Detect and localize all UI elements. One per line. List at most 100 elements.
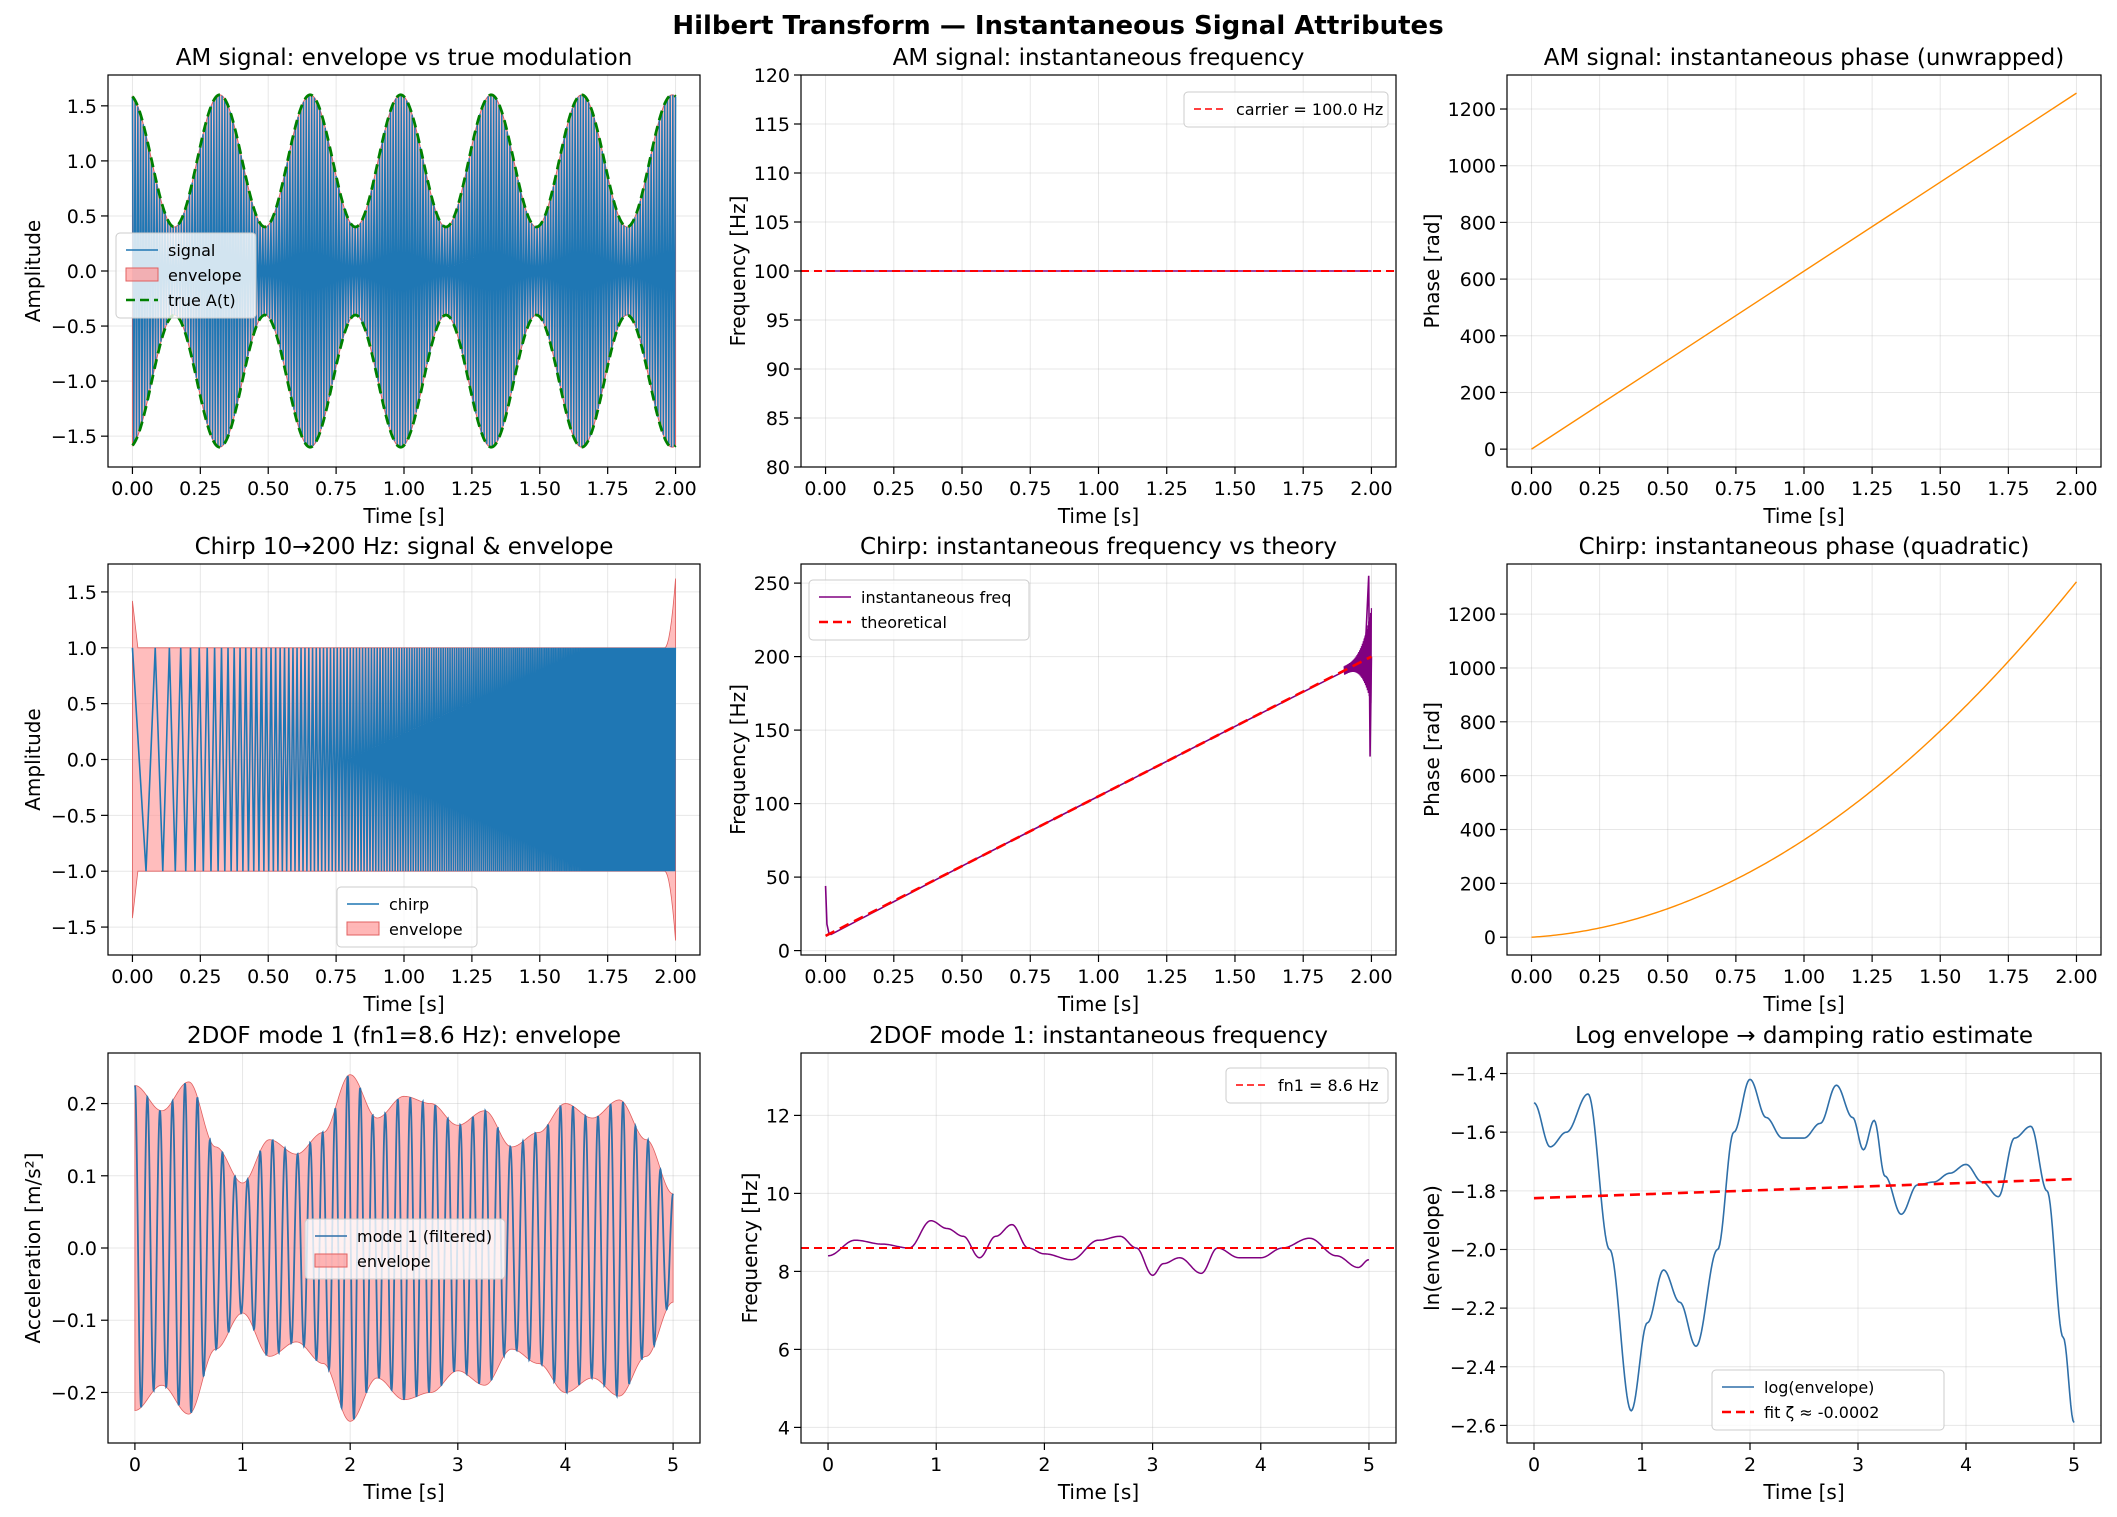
x-axis-label: Time [s] — [362, 1480, 444, 1504]
plot-area — [824, 575, 1373, 938]
y-axis-label: Frequency [Hz] — [726, 684, 750, 835]
panel-title: AM signal: instantaneous frequency — [893, 45, 1305, 71]
y-tick-label: 1.0 — [67, 638, 97, 660]
y-tick-label: 600 — [1460, 269, 1496, 291]
x-tick-label: 2.00 — [654, 478, 696, 500]
x-axis-label: Time [s] — [1762, 504, 1844, 528]
y-tick-label: −0.1 — [51, 1310, 97, 1332]
y-tick-label: 100 — [754, 261, 790, 283]
x-tick-label: 0.00 — [1510, 966, 1552, 988]
y-tick-label: 800 — [1460, 712, 1496, 734]
y-tick-label: 200 — [1460, 873, 1496, 895]
x-tick-label: 0.50 — [247, 966, 289, 988]
y-tick-label: −0.5 — [51, 316, 97, 338]
x-tick-label: 1.25 — [1851, 966, 1893, 988]
x-tick-label: 5 — [667, 1454, 679, 1476]
plot-area — [131, 93, 677, 449]
y-tick-label: 1000 — [1448, 156, 1496, 178]
x-tick-label: 2.00 — [1350, 966, 1392, 988]
panel-title: Log envelope → damping ratio estimate — [1575, 1023, 2033, 1049]
plot-area — [1531, 92, 2077, 450]
x-tick-label: 0 — [129, 1454, 141, 1476]
x-tick-label: 1.75 — [1282, 478, 1324, 500]
legend-box — [115, 232, 257, 319]
panel-am_env: 0.00 0.25 0.50 0.75 1.00 1.25 1.50 1.75 2.00 −1.5… — [21, 45, 701, 528]
panel-title: AM signal: instantaneous phase (unwrappe… — [1544, 45, 2065, 71]
x-tick-label: 2.00 — [1350, 478, 1392, 500]
y-tick-label: −1.0 — [51, 861, 97, 883]
y-tick-label: 0.5 — [67, 206, 97, 228]
y-tick-label: 1000 — [1448, 658, 1496, 680]
y-tick-label: 0.0 — [67, 261, 97, 283]
x-tick-label: 1.50 — [519, 478, 561, 500]
x-tick-label: 1.50 — [1919, 478, 1961, 500]
y-tick-label: −0.2 — [51, 1382, 97, 1404]
plot-area — [1531, 581, 2078, 938]
x-tick-label: 5 — [1363, 1454, 1375, 1476]
plot-area — [1533, 1078, 2075, 1423]
y-tick-label: −2.4 — [1450, 1357, 1496, 1379]
x-tick-label: 0.50 — [941, 966, 983, 988]
x-axis-label: Time [s] — [362, 504, 444, 528]
x-tick-label: 1.25 — [1851, 478, 1893, 500]
x-tick-label: 0.50 — [1647, 478, 1689, 500]
axes-frame — [800, 1052, 1397, 1444]
y-tick-label: 1.5 — [67, 96, 97, 118]
y-tick-label: −1.6 — [1450, 1122, 1496, 1144]
y-tick-label: 1200 — [1448, 604, 1496, 626]
y-axis-label: Phase [rad] — [1420, 702, 1444, 817]
x-tick-label: 0.75 — [1009, 478, 1051, 500]
panel-title: AM signal: envelope vs true modulation — [176, 45, 633, 71]
x-tick-label: 1.75 — [1987, 478, 2029, 500]
x-tick-label: 0.25 — [1578, 966, 1620, 988]
x-tick-label: 0.25 — [179, 966, 221, 988]
x-tick-label: 0.75 — [1715, 478, 1757, 500]
inst-freq-line — [828, 1219, 1370, 1277]
y-tick-label: 120 — [754, 65, 790, 87]
x-tick-label: 1.00 — [1783, 966, 1825, 988]
x-tick-label: 1.25 — [1146, 966, 1188, 988]
legend-label: envelope — [357, 1252, 431, 1271]
true-envelope-lower — [131, 313, 677, 449]
legend-swatch-patch — [125, 267, 159, 282]
x-tick-label: 1 — [236, 1454, 248, 1476]
y-tick-label: 0.1 — [67, 1166, 97, 1188]
y-axis-label: Acceleration [m/s²] — [21, 1153, 45, 1344]
legend-box — [1225, 1067, 1389, 1104]
x-tick-label: 1.00 — [1077, 478, 1119, 500]
plot-area — [801, 1219, 1396, 1277]
x-tick-label: 2 — [344, 1454, 356, 1476]
panel-chirp_env: 0.00 0.25 0.50 0.75 1.00 1.25 1.50 1.75 2.00 −1.5… — [21, 534, 701, 1016]
x-tick-label: 2.00 — [2055, 966, 2097, 988]
x-tick-label: 1.75 — [587, 478, 629, 500]
x-tick-label: 0.25 — [873, 966, 915, 988]
y-tick-label: 150 — [754, 720, 790, 742]
y-tick-label: 800 — [1460, 212, 1496, 234]
inst-freq-ripple — [1343, 608, 1373, 704]
x-axis-label: Time [s] — [1762, 992, 1844, 1016]
x-tick-label: 1.75 — [1987, 966, 2029, 988]
x-tick-label: 1.25 — [1146, 478, 1188, 500]
x-tick-label: 0 — [1528, 1454, 1540, 1476]
x-tick-label: 4 — [1960, 1454, 1972, 1476]
legend-label: fit ζ ≈ -0.0002 — [1764, 1403, 1879, 1422]
y-axis-label: Frequency [Hz] — [726, 196, 750, 347]
legend-label: true A(t) — [168, 291, 236, 310]
x-tick-label: 1.00 — [383, 478, 425, 500]
y-tick-label: 80 — [766, 457, 790, 479]
legend-label: chirp — [389, 895, 429, 914]
legend-box — [1183, 91, 1389, 128]
x-tick-label: 1.00 — [1783, 478, 1825, 500]
y-tick-label: 10 — [766, 1183, 790, 1205]
y-tick-label: 110 — [754, 163, 790, 185]
y-tick-label: 6 — [778, 1339, 790, 1361]
y-tick-label: 600 — [1460, 766, 1496, 788]
panel-title: Chirp: instantaneous frequency vs theory — [860, 534, 1337, 560]
grid — [801, 1053, 1396, 1443]
legend-swatch-patch — [346, 921, 380, 936]
y-tick-label: −1.0 — [51, 371, 97, 393]
y-tick-label: −2.6 — [1450, 1415, 1496, 1437]
grid — [1507, 564, 2101, 955]
x-tick-label: 4 — [559, 1454, 571, 1476]
